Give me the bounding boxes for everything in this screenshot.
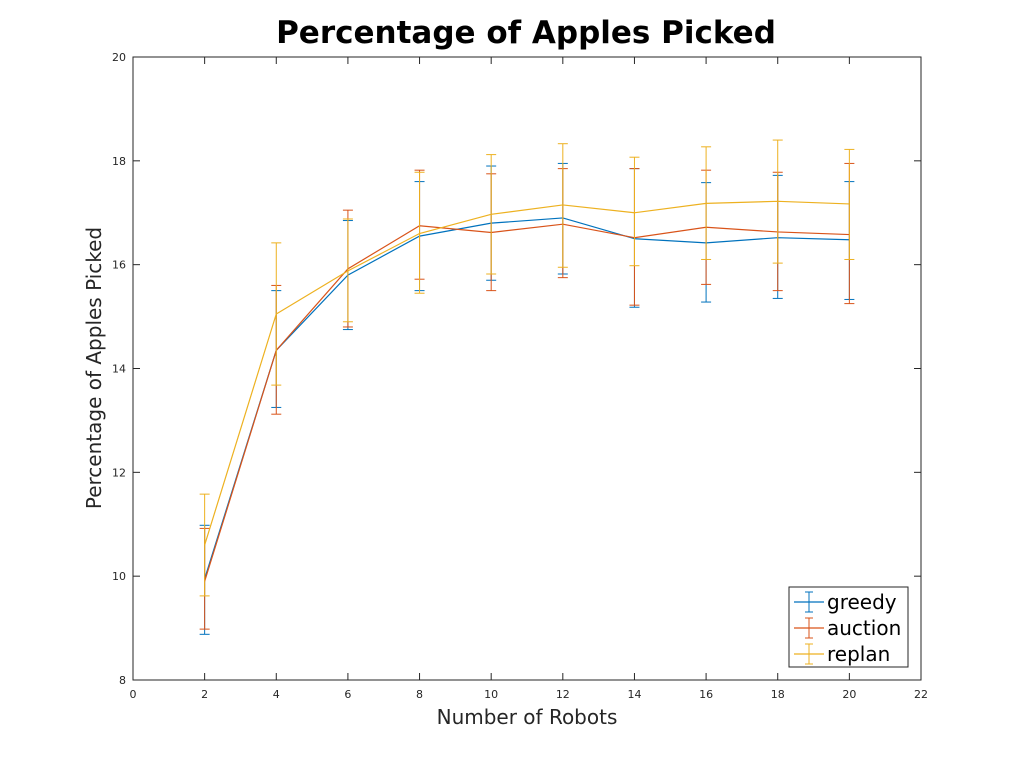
axis-ticks: 0 2 4 6 8 10 12 14 16 18 20 22 8 10 12 14 16 18 20: [112, 51, 928, 701]
x-tick-label: 10: [484, 688, 498, 701]
y-tick-label: 16: [112, 259, 126, 272]
x-tick-label: 20: [842, 688, 856, 701]
legend-label: replan: [827, 642, 890, 666]
series-replan: [199, 139, 855, 597]
x-tick-label: 6: [344, 688, 351, 701]
y-tick-label: 10: [112, 570, 126, 583]
x-axis-label: Number of Robots: [437, 705, 618, 729]
y-tick-label: 14: [112, 363, 126, 376]
series-line: [204, 217, 850, 579]
x-tick-label: 18: [771, 688, 785, 701]
x-tick-label: 0: [130, 688, 137, 701]
legend-entry-replan: replan: [794, 642, 890, 666]
plot-area: [132, 56, 922, 681]
series-line: [204, 200, 850, 546]
y-tick-label: 12: [112, 466, 126, 479]
x-tick-label: 22: [914, 688, 928, 701]
series-marks: [199, 139, 855, 635]
series-line: [204, 223, 850, 582]
chart-title: Percentage of Apples Picked: [276, 15, 776, 51]
y-axis-label: Percentage of Apples Picked: [82, 227, 106, 509]
x-tick-label: 12: [556, 688, 570, 701]
legend-label: auction: [827, 616, 901, 640]
y-tick-label: 8: [119, 674, 126, 687]
y-tick-label: 18: [112, 155, 126, 168]
legend-label: greedy: [827, 590, 897, 614]
x-tick-label: 14: [627, 688, 641, 701]
x-tick-label: 8: [416, 688, 423, 701]
x-tick-label: 16: [699, 688, 713, 701]
legend-entry-greedy: greedy: [794, 590, 897, 614]
y-tick-label: 20: [112, 51, 126, 64]
legend-entry-auction: auction: [794, 616, 901, 640]
x-tick-label: 4: [273, 688, 280, 701]
x-tick-label: 2: [201, 688, 208, 701]
